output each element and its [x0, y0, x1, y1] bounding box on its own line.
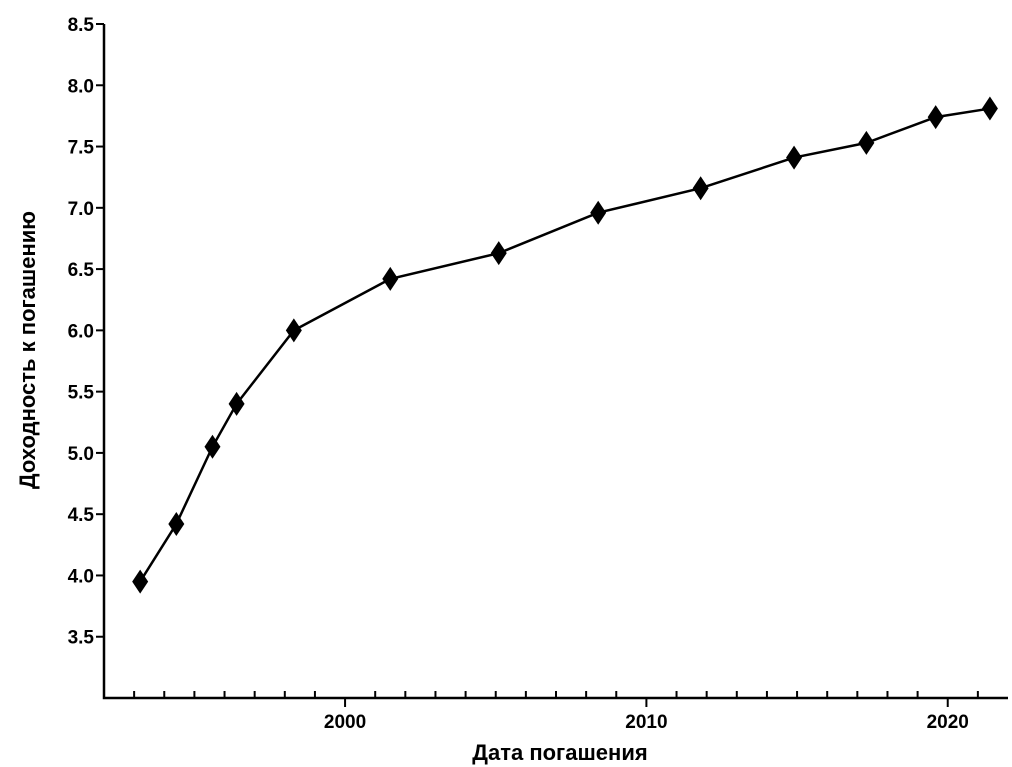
y-tick-label: 8.0	[68, 76, 94, 97]
axis-lines	[102, 24, 1008, 700]
data-point	[490, 241, 507, 266]
x-axis-title: Дата погашения	[472, 740, 647, 765]
data-point	[692, 176, 709, 201]
data-point	[204, 434, 221, 459]
y-axis-ticks: 3.5 4.0 4.5 5.0 5.5 6.0 6.5 7.0 7.5 8.0 8.5	[68, 15, 104, 649]
y-tick-label: 4.0	[68, 566, 94, 587]
data-point	[858, 130, 875, 155]
data-point	[382, 266, 399, 291]
x-tick-label: 2020	[927, 712, 969, 733]
data-series	[132, 96, 998, 594]
y-tick-label: 5.0	[68, 444, 94, 465]
x-tick-label: 2000	[324, 712, 366, 733]
data-point	[786, 145, 803, 170]
data-point	[590, 200, 607, 225]
y-tick-label: 7.0	[68, 199, 94, 220]
series-line	[139, 107, 991, 583]
y-tick-label: 8.5	[68, 15, 95, 36]
data-point	[228, 391, 245, 416]
y-tick-label: 5.5	[68, 383, 95, 404]
data-point	[168, 511, 185, 536]
y-tick-label: 7.5	[68, 138, 95, 159]
y-tick-label: 3.5	[68, 628, 95, 649]
y-axis-title: Доходность к погашению	[15, 211, 40, 489]
data-point	[927, 105, 944, 130]
y-tick-label: 6.0	[68, 321, 94, 342]
data-point	[132, 569, 149, 594]
data-point	[981, 96, 998, 121]
y-tick-label: 4.5	[68, 505, 95, 526]
x-tick-label: 2010	[625, 712, 667, 733]
y-tick-label: 6.5	[68, 260, 95, 281]
data-point	[285, 318, 302, 343]
